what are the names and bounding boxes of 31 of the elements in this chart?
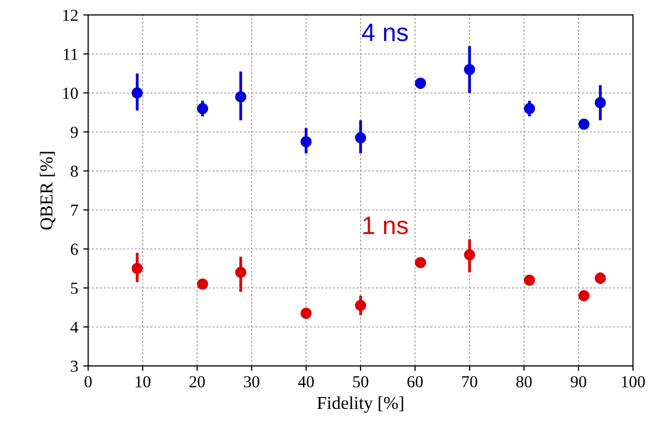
x-tick-label: 50 xyxy=(353,376,368,388)
y-tick-label: 7 xyxy=(71,204,78,216)
x-tick-label: 80 xyxy=(516,376,532,388)
point xyxy=(578,118,590,130)
y-tick-label: 5 xyxy=(71,282,78,294)
y-tick-label: 10 xyxy=(63,88,78,99)
x-tick-label: 0 xyxy=(84,376,92,388)
point xyxy=(524,274,536,286)
y-axis-title: QBER [%] xyxy=(40,152,56,230)
y-tick-label: 6 xyxy=(70,244,78,255)
y-tick-label: 11 xyxy=(64,48,78,60)
x-tick-label: 70 xyxy=(462,376,478,388)
point xyxy=(300,308,312,319)
series-label: 1 ns xyxy=(363,216,408,234)
y-tick-label: 3 xyxy=(70,360,78,372)
x-tick-label: 30 xyxy=(244,376,260,388)
x-tick-label: 40 xyxy=(298,376,314,388)
point xyxy=(197,278,208,290)
series-label: 4 ns xyxy=(362,24,408,42)
y-tick-label: 12 xyxy=(63,10,78,21)
point xyxy=(414,257,426,268)
x-tick-label: 90 xyxy=(570,376,586,388)
x-tick-label: 60 xyxy=(407,376,423,388)
y-tick-label: 9 xyxy=(70,126,78,138)
y-tick-label: 4 xyxy=(70,322,78,333)
x-tick-label: 20 xyxy=(190,376,205,388)
x-tick-label: 10 xyxy=(136,376,150,388)
point xyxy=(578,290,590,302)
x-axis-title: Fidelity [%] xyxy=(317,396,404,413)
x-tick-label: 100 xyxy=(622,376,645,388)
y-tick-label: 8 xyxy=(70,166,78,177)
